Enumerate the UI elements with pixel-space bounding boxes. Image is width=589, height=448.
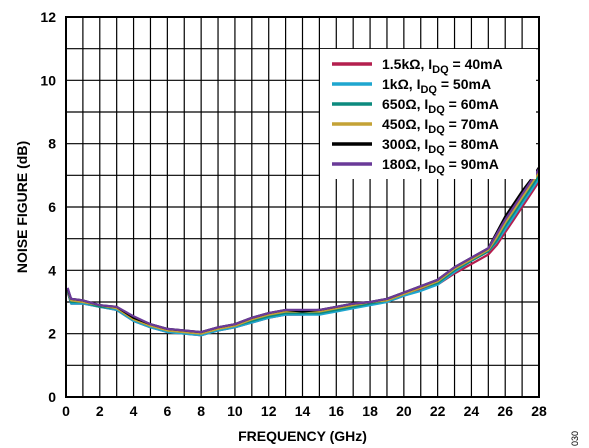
x-tick-label: 22 bbox=[430, 403, 446, 419]
x-tick-label: 2 bbox=[96, 403, 104, 419]
legend-label: 650Ω, IDQ = 60mA bbox=[382, 96, 499, 116]
x-tick-label: 10 bbox=[227, 403, 243, 419]
y-tick-label: 2 bbox=[48, 326, 56, 342]
figure-id: 030 bbox=[570, 431, 580, 446]
series-line-5 bbox=[66, 166, 540, 334]
chart-series bbox=[66, 166, 540, 337]
x-tick-label: 8 bbox=[197, 403, 205, 419]
x-tick-label: 14 bbox=[295, 403, 311, 419]
series-line-4 bbox=[66, 171, 540, 335]
legend-label: 300Ω, IDQ = 80mA bbox=[382, 136, 499, 156]
y-axis-title: NOISE FIGURE (dB) bbox=[14, 141, 30, 273]
legend-label: 450Ω, IDQ = 70mA bbox=[382, 116, 499, 136]
y-tick-label: 8 bbox=[48, 136, 56, 152]
x-axis-ticks: 0 2 4 6 8 10 12 14 16 18 20 22 24 26 28 bbox=[62, 403, 547, 419]
x-axis-title: FREQUENCY (GHz) bbox=[238, 428, 367, 444]
legend-label: 1.5kΩ, IDQ = 40mA bbox=[382, 56, 503, 76]
chart-grid bbox=[66, 17, 539, 397]
y-tick-label: 6 bbox=[48, 199, 56, 215]
y-tick-label: 0 bbox=[48, 389, 56, 405]
y-tick-label: 12 bbox=[40, 9, 56, 25]
y-tick-label: 10 bbox=[40, 72, 56, 88]
x-tick-label: 6 bbox=[163, 403, 171, 419]
legend-label: 1kΩ, IDQ = 50mA bbox=[382, 76, 491, 96]
x-tick-label: 16 bbox=[328, 403, 344, 419]
y-tick-label: 4 bbox=[48, 262, 56, 278]
x-tick-label: 28 bbox=[531, 403, 547, 419]
x-tick-label: 12 bbox=[261, 403, 277, 419]
y-axis-ticks: 0 2 4 6 8 10 12 bbox=[40, 9, 56, 405]
series-line-6 bbox=[66, 168, 540, 334]
x-tick-label: 26 bbox=[497, 403, 513, 419]
x-tick-label: 0 bbox=[62, 403, 70, 419]
plot-frame bbox=[65, 16, 540, 398]
legend-background bbox=[320, 49, 536, 179]
x-tick-label: 4 bbox=[130, 403, 138, 419]
legend-label: 180Ω, IDQ = 90mA bbox=[382, 156, 499, 176]
x-tick-label: 24 bbox=[464, 403, 480, 419]
x-tick-label: 20 bbox=[396, 403, 412, 419]
x-tick-label: 18 bbox=[362, 403, 378, 419]
